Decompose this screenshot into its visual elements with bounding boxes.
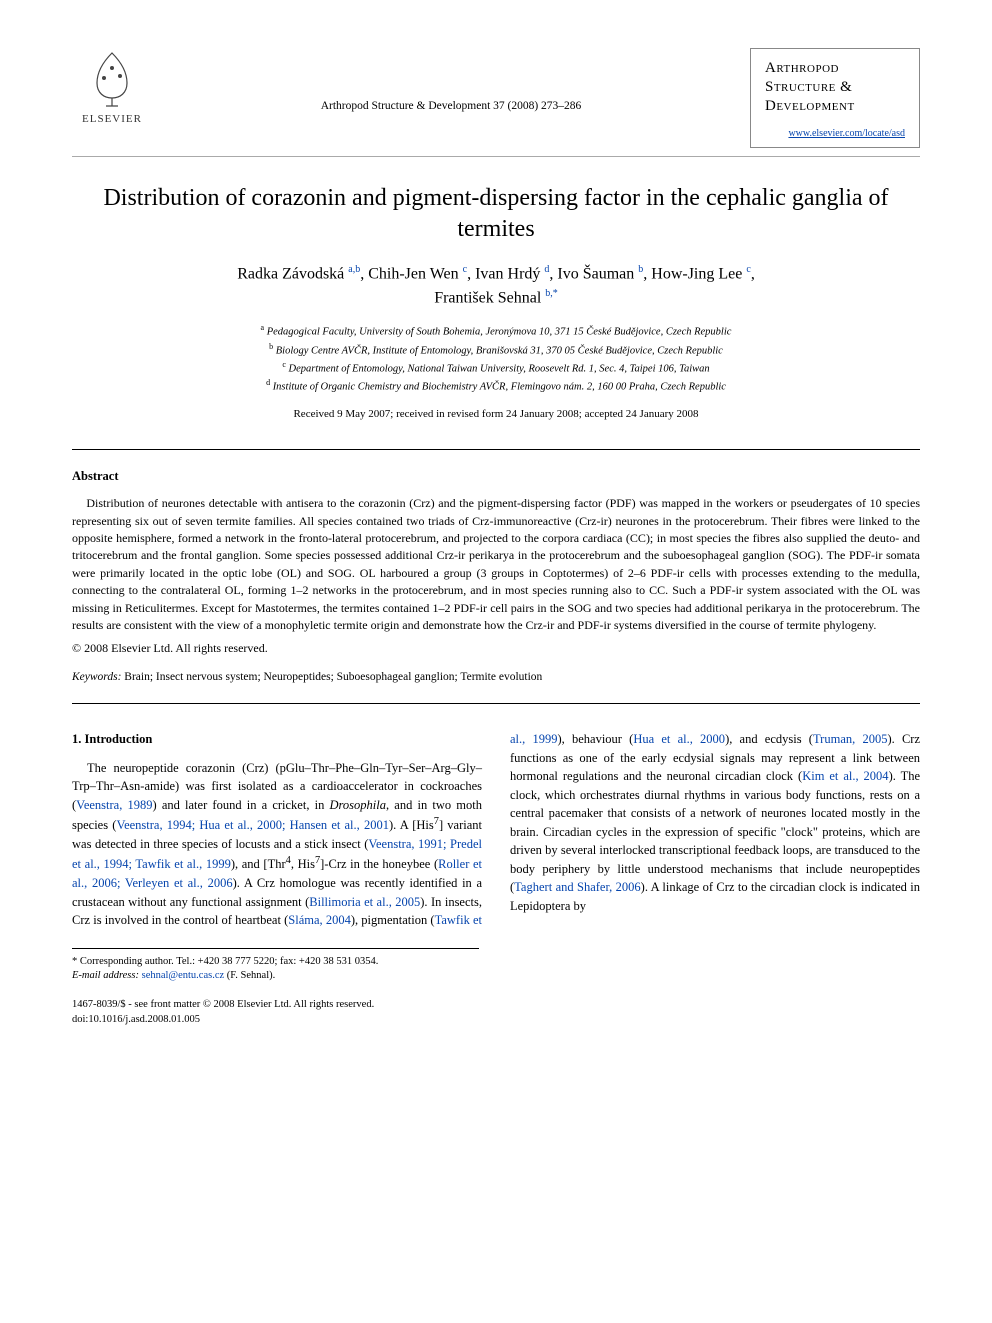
section-heading: 1. Introduction bbox=[72, 730, 482, 749]
affiliation-text: Biology Centre AVČR, Institute of Entomo… bbox=[276, 345, 723, 356]
header-rule bbox=[72, 156, 920, 157]
body-columns: 1. Introduction The neuropeptide corazon… bbox=[72, 730, 920, 929]
journal-link[interactable]: www.elsevier.com/locate/asd bbox=[765, 127, 905, 141]
elsevier-tree-icon bbox=[82, 48, 142, 108]
journal-title: Arthropod Structure & Development bbox=[765, 59, 905, 115]
footer-meta: 1467-8039/$ - see front matter © 2008 El… bbox=[72, 998, 920, 1027]
publisher-name: ELSEVIER bbox=[82, 112, 142, 127]
affiliation-text: Institute of Organic Chemistry and Bioch… bbox=[273, 382, 726, 393]
author-affil-ref[interactable]: b bbox=[638, 264, 643, 275]
affiliation-list: a Pedagogical Faculty, University of Sou… bbox=[72, 322, 920, 395]
citation-link[interactable]: Tawfik et al., 1999 bbox=[435, 732, 558, 927]
abstract-text: Distribution of neurones detectable with… bbox=[72, 495, 920, 634]
page-header: ELSEVIER Arthropod Structure & Developme… bbox=[72, 48, 920, 148]
author-affil-ref[interactable]: a,b bbox=[348, 264, 360, 275]
email-name: (F. Sehnal). bbox=[227, 970, 275, 981]
author-affil-ref[interactable]: c bbox=[463, 264, 467, 275]
doi-line: doi:10.1016/j.asd.2008.01.005 bbox=[72, 1013, 920, 1028]
author: Radka Závodská bbox=[237, 265, 344, 282]
author: Chih-Jen Wen bbox=[368, 265, 458, 282]
body-paragraph: The neuropeptide corazonin (Crz) (pGlu–T… bbox=[72, 730, 920, 929]
corresponding-footnote: * Corresponding author. Tel.: +420 38 77… bbox=[72, 948, 479, 984]
email-link[interactable]: sehnal@entu.cas.cz bbox=[142, 970, 225, 981]
citation-link[interactable]: Veenstra, 1989 bbox=[76, 798, 152, 812]
author-affil-ref[interactable]: b, bbox=[545, 288, 553, 299]
citation-link[interactable]: Veenstra, 1991; Predel et al., 1994; Taw… bbox=[72, 837, 482, 872]
author: Ivan Hrdý bbox=[475, 265, 540, 282]
abstract-bottom-rule bbox=[72, 703, 920, 704]
abstract-top-rule bbox=[72, 449, 920, 450]
keywords-label: Keywords: bbox=[72, 671, 121, 683]
affiliation: d Institute of Organic Chemistry and Bio… bbox=[72, 377, 920, 395]
abstract-heading: Abstract bbox=[72, 468, 920, 486]
citation-link[interactable]: Hua et al., 2000 bbox=[633, 732, 725, 746]
keywords-line: Keywords: Brain; Insect nervous system; … bbox=[72, 669, 920, 685]
author: Ivo Šauman bbox=[557, 265, 634, 282]
author-list: Radka Závodská a,b, Chih-Jen Wen c, Ivan… bbox=[72, 262, 920, 311]
email-label: E-mail address: bbox=[72, 970, 139, 981]
footnote-corr: * Corresponding author. Tel.: +420 38 77… bbox=[72, 955, 479, 970]
footnote-email-line: E-mail address: sehnal@entu.cas.cz (F. S… bbox=[72, 969, 479, 984]
citation-link[interactable]: Billimoria et al., 2005 bbox=[309, 895, 420, 909]
corresponding-asterisk[interactable]: * bbox=[553, 288, 558, 299]
citation-link[interactable]: Sláma, 2004 bbox=[288, 913, 351, 927]
article-dates: Received 9 May 2007; received in revised… bbox=[72, 407, 920, 422]
author-affil-ref[interactable]: d bbox=[544, 264, 549, 275]
affiliation-text: Pedagogical Faculty, University of South… bbox=[267, 327, 732, 338]
journal-title-box: Arthropod Structure & Development www.el… bbox=[750, 48, 920, 148]
journal-reference: Arthropod Structure & Development 37 (20… bbox=[152, 48, 750, 114]
author: How-Jing Lee bbox=[651, 265, 742, 282]
affiliation: b Biology Centre AVČR, Institute of Ento… bbox=[72, 341, 920, 359]
affiliation: a Pedagogical Faculty, University of Sou… bbox=[72, 322, 920, 340]
citation-link[interactable]: Kim et al., 2004 bbox=[802, 769, 888, 783]
citation-link[interactable]: Taghert and Shafer, 2006 bbox=[514, 880, 641, 894]
author: František Sehnal bbox=[434, 289, 541, 306]
citation-link[interactable]: Veenstra, 1994; Hua et al., 2000; Hansen… bbox=[116, 818, 389, 832]
abstract-copyright: © 2008 Elsevier Ltd. All rights reserved… bbox=[72, 640, 920, 657]
keywords-value: Brain; Insect nervous system; Neuropepti… bbox=[124, 671, 542, 683]
citation-link[interactable]: Truman, 2005 bbox=[813, 732, 887, 746]
article-title: Distribution of corazonin and pigment-di… bbox=[72, 183, 920, 245]
affiliation: c Department of Entomology, National Tai… bbox=[72, 359, 920, 377]
affiliation-text: Department of Entomology, National Taiwa… bbox=[289, 363, 710, 374]
author-affil-ref[interactable]: c bbox=[746, 264, 750, 275]
publisher-logo: ELSEVIER bbox=[72, 48, 152, 127]
issn-line: 1467-8039/$ - see front matter © 2008 El… bbox=[72, 998, 920, 1013]
